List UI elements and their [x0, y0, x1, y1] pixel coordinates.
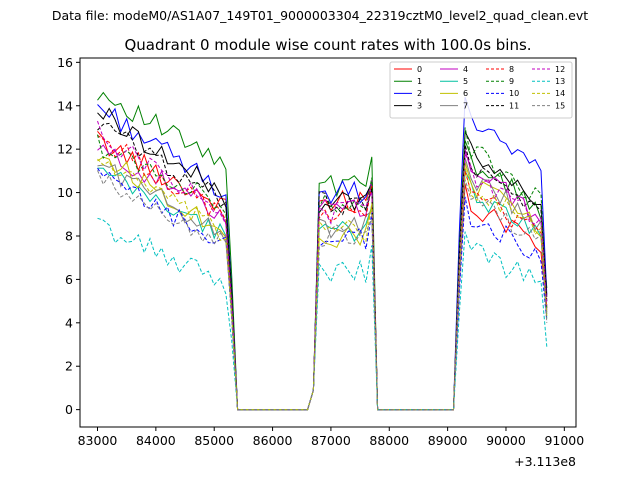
- series-line-9: [97, 127, 548, 411]
- x-tick-label: 89000: [428, 433, 468, 448]
- x-tick-label: 88000: [369, 433, 409, 448]
- x-tick-label: 91000: [544, 433, 584, 448]
- series-line-6: [97, 156, 548, 411]
- legend-label-2: 2: [417, 89, 422, 98]
- series-line-8: [97, 134, 548, 411]
- legend-box: [389, 61, 573, 119]
- y-tick-label: 14: [57, 98, 73, 113]
- y-tick-label: 16: [57, 55, 73, 70]
- chart-title: Quadrant 0 module wise count rates with …: [124, 36, 531, 54]
- legend-label-10: 10: [509, 89, 519, 98]
- legend-label-12: 12: [555, 65, 565, 74]
- x-tick-label: 87000: [311, 433, 351, 448]
- x-axis: 83000 84000 85000 86000 87000 88000 89000 90000…: [78, 427, 584, 448]
- series-line-14: [97, 158, 548, 411]
- legend-label-9: 9: [509, 77, 514, 86]
- legend-label-6: 6: [463, 89, 468, 98]
- series-line-11: [97, 122, 548, 411]
- y-tick-label: 4: [65, 315, 73, 330]
- legend-label-13: 13: [555, 77, 565, 86]
- legend-label-7: 7: [463, 101, 468, 110]
- legend-label-5: 5: [463, 77, 468, 86]
- legend-label-15: 15: [555, 101, 565, 110]
- x-tick-label: 83000: [78, 433, 118, 448]
- series-line-1: [97, 91, 548, 411]
- legend-label-1: 1: [417, 77, 422, 86]
- x-tick-label: 90000: [486, 433, 526, 448]
- legend-label-14: 14: [555, 89, 565, 98]
- y-tick-label: 8: [65, 228, 73, 243]
- legend-label-0: 0: [417, 65, 422, 74]
- legend-label-3: 3: [417, 101, 422, 110]
- x-tick-label: 84000: [136, 433, 176, 448]
- y-tick-label: 2: [65, 359, 73, 374]
- x-tick-label: 86000: [253, 433, 293, 448]
- legend-label-4: 4: [463, 65, 468, 74]
- series-line-13: [97, 217, 548, 411]
- y-tick-label: 12: [57, 142, 73, 157]
- y-tick-label: 6: [65, 272, 73, 287]
- series-line-15: [97, 170, 548, 411]
- y-axis: 0 2 4 6 8 10 12 14 16: [57, 55, 80, 417]
- x-offset-label: +3.113e8: [514, 454, 576, 469]
- y-tick-label: 0: [65, 402, 73, 417]
- x-tick-label: 85000: [194, 433, 234, 448]
- figure-suptitle: Data file: modeM0/AS1A07_149T01_90000033…: [52, 8, 588, 23]
- plot-lines: [97, 91, 548, 411]
- plot-frame: [79, 57, 577, 428]
- series-line-3: [97, 107, 548, 411]
- y-tick-label: 10: [57, 185, 73, 200]
- series-line-12: [97, 120, 548, 411]
- legend-label-8: 8: [509, 65, 514, 74]
- legend-label-11: 11: [509, 101, 519, 110]
- series-line-4: [97, 144, 548, 411]
- series-line-10: [97, 167, 548, 411]
- series-line-7: [97, 157, 548, 411]
